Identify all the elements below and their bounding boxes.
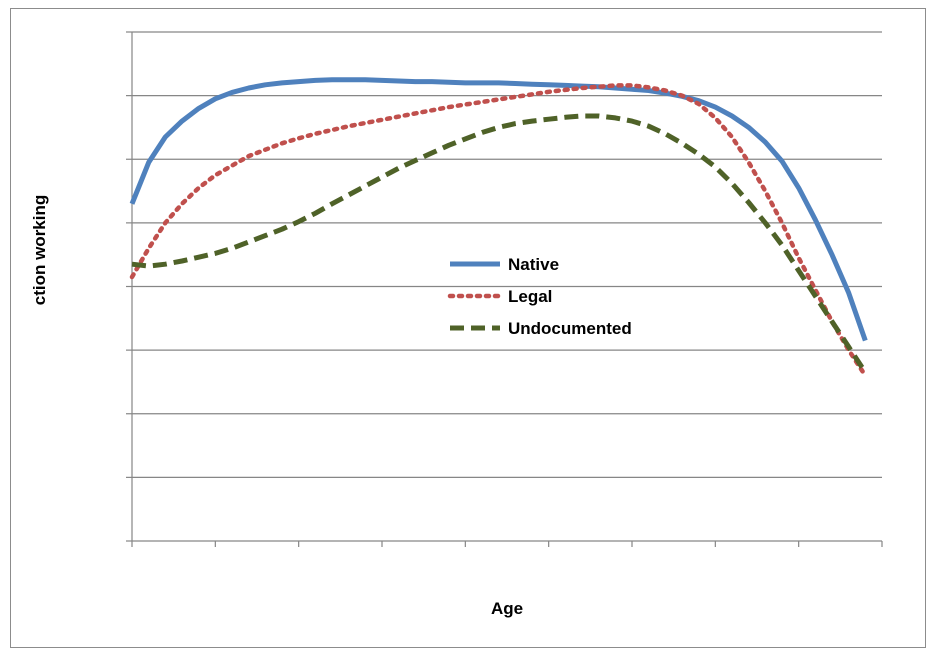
y-axis-title: ction working — [30, 195, 49, 306]
axes — [126, 31, 883, 547]
chart-canvas: Native Legal Undocumented Age ction workin… — [30, 31, 883, 618]
series-line-legal — [129, 83, 868, 378]
series-line-native — [129, 77, 868, 342]
legend-label-undocumented: Undocumented — [508, 319, 632, 338]
legend-label-legal: Legal — [508, 287, 552, 306]
x-axis-title: Age — [491, 599, 523, 618]
series-lines — [129, 77, 868, 378]
legend-label-native: Native — [508, 255, 559, 274]
legend: Native Legal Undocumented — [447, 255, 632, 338]
gridlines — [132, 31, 882, 478]
series-line-undocumented — [131, 113, 868, 374]
